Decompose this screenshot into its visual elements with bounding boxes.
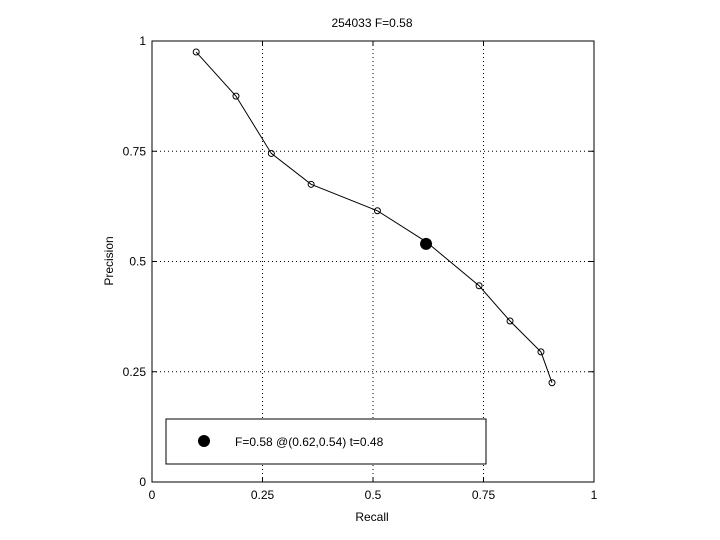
axis-ticks: 0 0.25 0.5 0.75 1 0 0.25 0.5 0.75 1 bbox=[123, 34, 598, 502]
legend-marker bbox=[198, 435, 210, 447]
chart-title: 254033 F=0.58 bbox=[331, 16, 412, 30]
highlight-point bbox=[420, 237, 433, 250]
series-group bbox=[192, 48, 556, 387]
data-point bbox=[192, 48, 200, 56]
y-tick-label: 0.5 bbox=[129, 255, 146, 269]
x-tick-label: 1 bbox=[591, 488, 598, 502]
data-point bbox=[537, 348, 545, 356]
series-line bbox=[195, 51, 553, 383]
data-point bbox=[267, 149, 275, 157]
y-tick-label: 0.25 bbox=[123, 365, 147, 379]
x-tick-label: 0 bbox=[149, 488, 156, 502]
y-tick-label: 1 bbox=[139, 34, 146, 48]
x-tick-label: 0.5 bbox=[365, 488, 382, 502]
x-axis-label: Recall bbox=[355, 510, 388, 524]
legend-entry-label: F=0.58 @(0.62,0.54) t=0.48 bbox=[235, 435, 384, 449]
data-point bbox=[506, 317, 514, 325]
data-point bbox=[232, 92, 240, 100]
data-point bbox=[548, 379, 556, 387]
legend: F=0.58 @(0.62,0.54) t=0.48 bbox=[165, 418, 487, 465]
grid-lines bbox=[152, 41, 594, 482]
y-tick-label: 0.75 bbox=[123, 144, 147, 158]
x-tick-label: 0.25 bbox=[251, 488, 275, 502]
y-tick-label: 0 bbox=[139, 475, 146, 489]
legend-box bbox=[165, 418, 487, 465]
x-tick-label: 0.75 bbox=[472, 488, 496, 502]
y-axis-label: Precision bbox=[102, 236, 116, 285]
data-point bbox=[307, 180, 315, 188]
data-point bbox=[373, 207, 381, 215]
data-point bbox=[475, 282, 483, 290]
